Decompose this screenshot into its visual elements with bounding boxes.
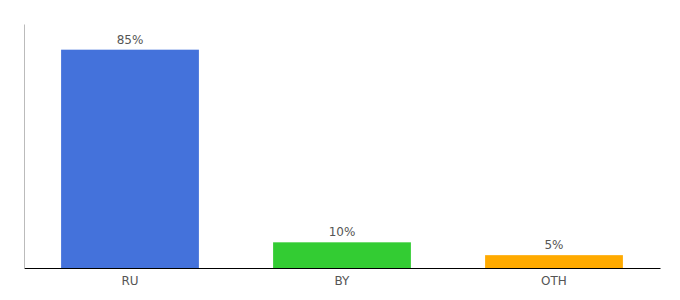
plot: RU BY OTH 85% 10% 5% — [25, 25, 661, 288]
y-axis-line — [24, 25, 25, 269]
data-labels: 85% 10% 5% — [117, 33, 564, 252]
x-tick-label: BY — [335, 274, 351, 288]
x-axis: RU BY OTH — [25, 269, 661, 288]
bar — [61, 50, 199, 268]
x-tick: RU — [121, 274, 138, 288]
bars — [61, 50, 623, 268]
data-label: 10% — [329, 225, 356, 239]
x-tick-label: RU — [121, 274, 138, 288]
y-axis — [24, 25, 25, 269]
bar — [273, 242, 411, 268]
x-tick: BY — [335, 274, 351, 288]
chart: RU BY OTH 85% 10% 5% — [0, 0, 680, 300]
bar — [485, 255, 623, 268]
data-label: 5% — [544, 238, 563, 252]
x-tick: OTH — [541, 274, 567, 288]
x-axis-line — [25, 268, 661, 269]
x-tick-label: OTH — [541, 274, 567, 288]
data-label: 85% — [117, 33, 144, 47]
